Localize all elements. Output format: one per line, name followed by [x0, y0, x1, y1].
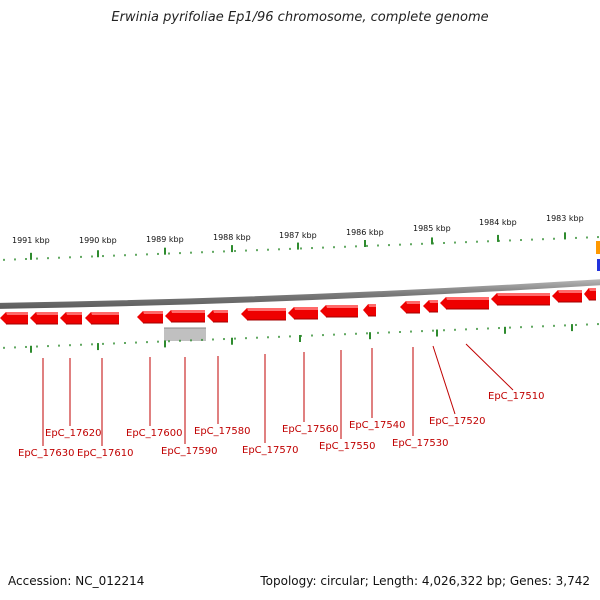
map-title: Erwinia pyrifoliae Ep1/96 chromosome, co… — [111, 10, 489, 25]
gene-arrow-highlight — [171, 310, 205, 313]
gene-label: EpC_17560 — [282, 424, 338, 435]
gene-arrow-highlight — [326, 305, 358, 308]
chromosome-backbone — [0, 279, 600, 309]
gene-label: EpC_17530 — [392, 438, 448, 449]
kbp-label: 1983 kbp — [546, 214, 584, 223]
kbp-label: 1989 kbp — [146, 235, 184, 244]
gene-arrow-highlight — [558, 290, 582, 293]
gene-label: EpC_17570 — [242, 445, 298, 456]
gene-label: EpC_17610 — [77, 448, 133, 459]
gene-arrow-highlight — [294, 307, 318, 310]
gene-arrow-highlight — [446, 297, 489, 300]
gene-label: EpC_17580 — [194, 426, 250, 437]
gene-label: EpC_17510 — [488, 391, 544, 402]
kbp-label: 1990 kbp — [79, 236, 117, 245]
gene-label: EpC_17620 — [45, 428, 101, 439]
edge-feature-orange — [596, 241, 600, 254]
gene-arrow-highlight — [429, 300, 438, 303]
kbp-label-group: 1991 kbp 1990 kbp 1989 kbp 1988 kbp 1987 kbp… — [12, 214, 584, 245]
kbp-tick-track-outer — [3, 232, 599, 261]
gene-arrow-highlight — [406, 301, 420, 304]
gene-label: EpC_17520 — [429, 416, 485, 427]
gene-arrow-highlight — [247, 308, 286, 311]
gene-arrow-highlight — [368, 304, 376, 307]
kbp-label: 1991 kbp — [12, 236, 50, 245]
kbp-label: 1986 kbp — [346, 228, 384, 237]
gene-label: EpC_17630 — [18, 448, 74, 459]
edge-feature-blue — [597, 259, 600, 271]
gene-arrow-highlight — [6, 312, 28, 315]
gene-arrow-highlight — [588, 288, 596, 291]
gene-arrow-highlight — [36, 312, 58, 315]
gene-arrow-highlight — [497, 293, 550, 296]
highlight-region — [164, 328, 206, 341]
kbp-tick-track-inner — [3, 323, 599, 353]
gene-arrow-highlight — [143, 311, 163, 314]
gene-label: EpC_17600 — [126, 428, 182, 439]
gene-label: EpC_17540 — [349, 420, 405, 431]
gene-arrow-highlight — [213, 310, 228, 313]
gene-label: EpC_17550 — [319, 441, 375, 452]
gene-label-group: EpC_17630 EpC_17620 EpC_17610 EpC_17600 EpC_… — [18, 391, 544, 459]
leader-line — [432, 345, 456, 415]
leader-line — [465, 343, 514, 391]
gene-label: EpC_17590 — [161, 446, 217, 457]
chromosome-backbone-group — [0, 279, 600, 309]
edge-feature-marks — [596, 241, 600, 271]
genome-summary-text: Topology: circular; Length: 4,026,322 bp… — [260, 574, 590, 588]
kbp-label: 1984 kbp — [479, 218, 517, 227]
gene-arrow-track — [0, 288, 596, 341]
kbp-label: 1988 kbp — [213, 233, 251, 242]
kbp-label: 1985 kbp — [413, 224, 451, 233]
gene-arrow-highlight — [91, 312, 119, 315]
accession-text: Accession: NC_012214 — [8, 574, 145, 588]
kbp-label: 1987 kbp — [279, 231, 317, 240]
gene-arrow-highlight — [66, 312, 82, 315]
gene-leader-lines — [42, 343, 514, 446]
